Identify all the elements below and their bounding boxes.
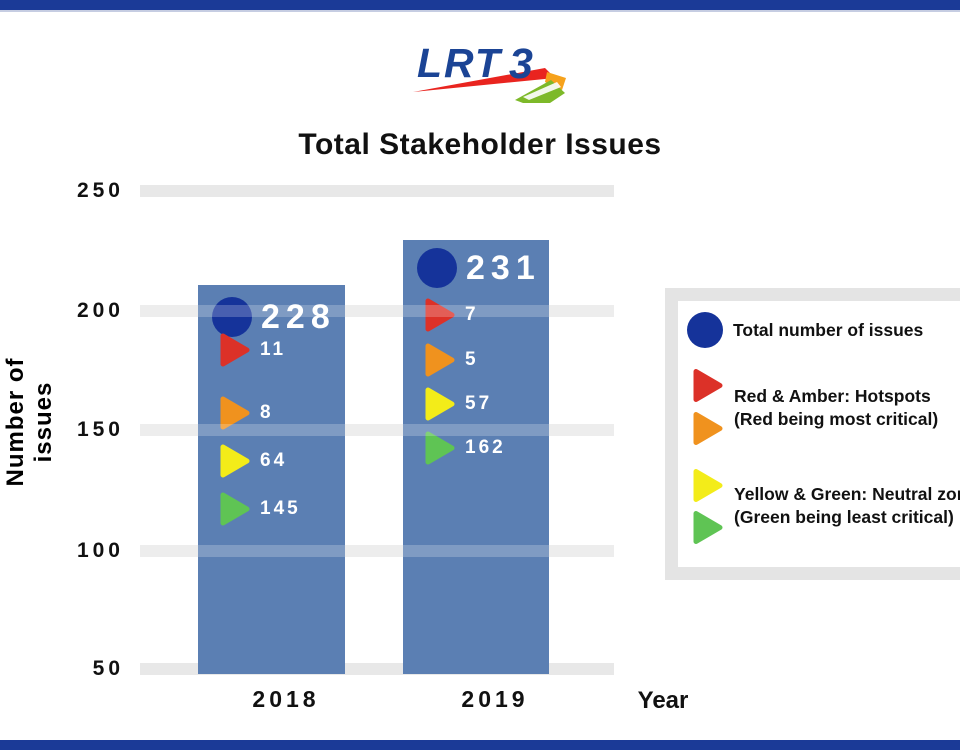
page-title: Total Stakeholder Issues (298, 128, 662, 161)
bar-2018-yellow-row: 64 (198, 444, 345, 478)
bar-2018-green-value: 145 (260, 498, 301, 519)
bar-2018-green-row: 145 (198, 492, 345, 526)
legend-hotspots-line1: Red & Amber: Hotspots (734, 386, 931, 406)
bar-2018: 228 11 8 64 145 (198, 285, 345, 674)
legend-hotspots-label: Red & Amber: Hotspots (Red being most cr… (734, 385, 938, 431)
red-triangle-icon (220, 333, 250, 367)
total-circle-icon (417, 248, 457, 288)
bar-2018-yellow-value: 64 (260, 450, 288, 471)
legend-total-circle-icon (687, 312, 723, 348)
green-triangle-icon (425, 431, 455, 465)
gridline-highlight (140, 424, 614, 436)
y-tick-200: 200 (76, 299, 124, 322)
bottom-border-bar (0, 740, 960, 750)
bar-2018-red-row: 11 (198, 333, 345, 367)
y-tick-250: 250 (76, 179, 124, 202)
bar-2019-amber-row: 5 (403, 343, 549, 377)
gridline-highlight (140, 545, 614, 557)
bar-2019-yellow-value: 57 (465, 393, 493, 414)
legend-neutral-line1: Yellow & Green: Neutral zone (734, 484, 960, 504)
x-tick-2019: 2019 (461, 686, 529, 712)
legend-amber-triangle-icon (693, 410, 723, 452)
x-axis-title: Year (637, 687, 689, 714)
top-border-bar (0, 0, 960, 12)
bar-2019-red-row: 7 (403, 298, 549, 332)
y-tick-150: 150 (76, 418, 124, 441)
legend-hotspots-line2: (Red being most critical) (734, 409, 939, 429)
legend-box: Total number of issues Red & Amber: Hots… (665, 288, 960, 580)
legend-green-triangle-icon (693, 509, 723, 551)
legend-total-label: Total number of issues (733, 320, 924, 340)
legend-neutral-line2: (Green being least critical) (734, 507, 954, 527)
bar-2019-yellow-row: 57 (403, 387, 549, 421)
logo-swoosh-icon (413, 68, 566, 103)
yellow-triangle-icon (425, 387, 455, 421)
legend-neutral-label: Yellow & Green: Neutral zone (Green bein… (734, 483, 960, 529)
gridline-250 (140, 185, 614, 197)
bar-2018-amber-row: 8 (198, 396, 345, 430)
logo-three-text: 3 (509, 40, 533, 88)
bar-2019-green-value: 162 (465, 437, 506, 458)
red-triangle-icon (425, 298, 455, 332)
x-tick-2018: 2018 (252, 686, 320, 712)
bar-2018-total-value: 228 (261, 297, 336, 336)
amber-triangle-icon (220, 396, 250, 430)
amber-triangle-icon (425, 343, 455, 377)
bar-2019: 231 7 5 57 162 (403, 240, 549, 674)
bar-2019-total-value: 231 (466, 248, 541, 287)
bar-2018-amber-value: 8 (260, 402, 274, 423)
gridline-highlight (140, 305, 614, 317)
logo-lrt-text: LRT (417, 40, 503, 86)
bar-2019-red-value: 7 (465, 304, 479, 325)
legend-red-triangle-icon (693, 367, 723, 409)
lrt3-logo: LRT 3 (413, 40, 566, 103)
bar-2019-amber-value: 5 (465, 349, 479, 370)
bar-2018-red-value: 11 (260, 339, 287, 360)
legend-yellow-triangle-icon (693, 467, 723, 509)
green-triangle-icon (220, 492, 250, 526)
y-tick-50: 50 (92, 657, 124, 680)
y-tick-100: 100 (76, 539, 124, 562)
total-circle-icon (212, 297, 252, 337)
bar-2019-green-row: 162 (403, 431, 549, 465)
bar-2018-total-row: 228 (198, 297, 345, 337)
bar-2019-total-row: 231 (403, 248, 549, 288)
yellow-triangle-icon (220, 444, 250, 478)
